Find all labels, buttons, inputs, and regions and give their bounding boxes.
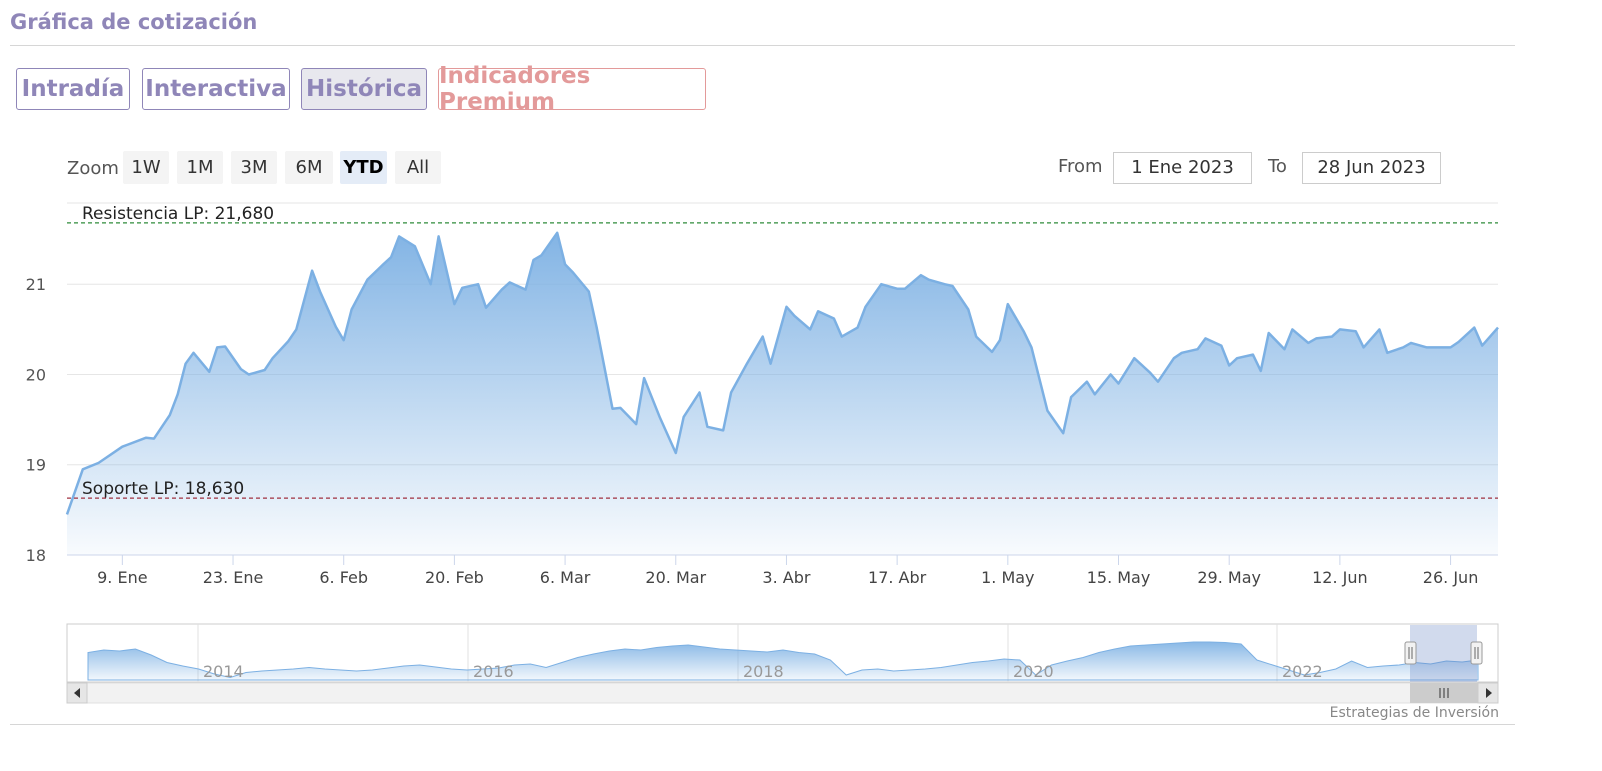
navigator[interactable]: 2014 2016 2018 2020 2022 (66, 623, 1499, 683)
y-tick-label: 18 (26, 546, 46, 565)
navigator-right-handle[interactable] (1470, 641, 1483, 665)
x-tick-label: 23. Ene (203, 568, 264, 587)
tab-interactiva[interactable]: Interactiva (142, 68, 290, 110)
x-tick-label: 29. May (1197, 568, 1261, 587)
x-tick-label: 20. Mar (645, 568, 706, 587)
navigator-year-label: 2014 (203, 662, 244, 681)
navigator-year-label: 2016 (473, 662, 514, 681)
zoom-3m-button[interactable]: 3M (231, 151, 277, 184)
zoom-1w-button[interactable]: 1W (123, 151, 169, 184)
zoom-label: Zoom (67, 158, 119, 179)
y-tick-label: 20 (26, 365, 46, 384)
page-title: Gráfica de cotización (10, 10, 258, 34)
navigator-series (87, 641, 1479, 681)
to-date-input[interactable]: 28 Jun 2023 (1302, 152, 1441, 184)
x-tick-label: 3. Abr (762, 568, 810, 587)
x-tick-label: 9. Ene (97, 568, 147, 587)
support-label: Soporte LP: 18,630 (82, 479, 244, 499)
to-label: To (1268, 156, 1287, 177)
x-tick-label: 1. May (981, 568, 1034, 587)
resistance-label: Resistencia LP: 21,680 (82, 204, 274, 224)
scrollbar-track[interactable] (66, 682, 1499, 704)
zoom-6m-button[interactable]: 6M (285, 151, 333, 184)
x-tick-label: 26. Jun (1423, 568, 1479, 587)
zoom-1m-button[interactable]: 1M (177, 151, 223, 184)
zoom-ytd-button[interactable]: YTD (340, 151, 387, 184)
tab-intradia[interactable]: Intradía (16, 68, 130, 110)
scrollbar[interactable] (66, 682, 1499, 704)
x-tick-label: 12. Jun (1312, 568, 1368, 587)
y-tick-label: 21 (26, 275, 46, 294)
chart-credit: Estrategias de Inversión (1329, 705, 1499, 721)
x-tick-label: 6. Feb (319, 568, 368, 587)
from-date-input[interactable]: 1 Ene 2023 (1113, 152, 1252, 184)
navigator-year-label: 2020 (1013, 662, 1054, 681)
bottom-divider (10, 724, 1515, 725)
y-tick-label: 19 (26, 456, 46, 475)
x-tick-label: 20. Feb (425, 568, 484, 587)
x-tick-label: 6. Mar (540, 568, 591, 587)
scroll-left-arrow-icon (74, 688, 80, 698)
tab-historica[interactable]: Histórica (301, 68, 427, 110)
price-area (67, 232, 1498, 556)
from-label: From (1058, 156, 1103, 177)
scroll-right-arrow-icon (1486, 688, 1492, 698)
x-tick-label: 17. Abr (868, 568, 927, 587)
price-line (65, 231, 1499, 515)
zoom-all-button[interactable]: All (395, 151, 441, 184)
navigator-year-label: 2018 (743, 662, 784, 681)
title-divider (10, 45, 1515, 46)
x-tick-label: 15. May (1087, 568, 1151, 587)
navigator-year-label: 2022 (1282, 662, 1323, 681)
navigator-selection[interactable] (1410, 625, 1477, 682)
navigator-left-handle[interactable] (1404, 641, 1417, 665)
